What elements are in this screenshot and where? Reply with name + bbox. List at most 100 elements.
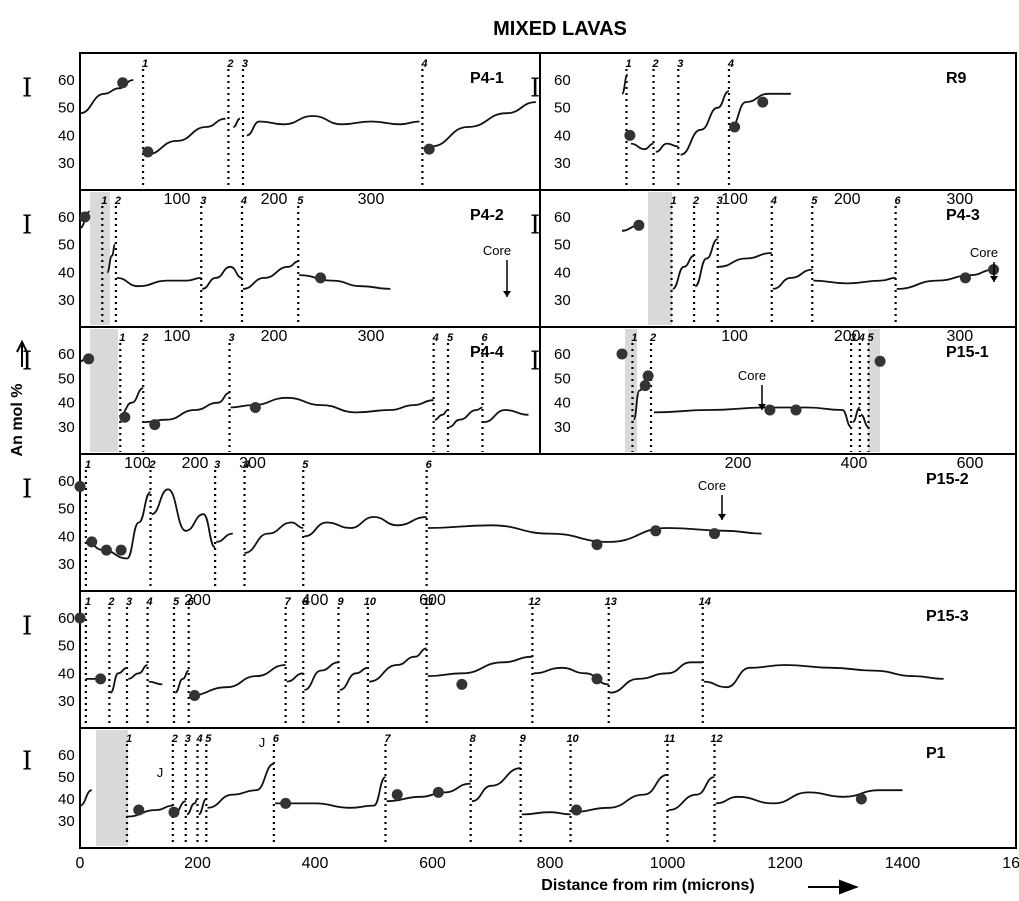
an-profile-line [680, 90, 730, 156]
data-point [189, 689, 201, 701]
zone-boundary-label: 6 [426, 459, 433, 471]
an-profile-line [233, 117, 241, 128]
zone-boundary-label: 2 [226, 58, 233, 70]
y-tick-label: 50 [554, 100, 571, 117]
data-point [391, 789, 403, 801]
data-point [591, 673, 603, 685]
data-point [74, 481, 86, 493]
an-profile-line [718, 252, 772, 268]
zone-boundary-label: 3 [185, 733, 191, 745]
zone-boundary-label: 4 [432, 332, 439, 344]
an-profile-line [860, 413, 869, 428]
error-bar-icon: I [22, 73, 32, 103]
an-profile-line [483, 409, 529, 423]
rim-shade-band [868, 329, 880, 452]
an-profile-line [668, 776, 715, 811]
x-tick-label: 200 [184, 592, 211, 609]
panel-title: P4-4 [470, 344, 504, 361]
y-tick-label: 30 [58, 419, 75, 436]
error-bar-icon: I [530, 210, 540, 240]
data-point [142, 146, 154, 158]
panel-title: P15-1 [946, 344, 989, 361]
rim-shade-band [90, 329, 118, 452]
panel-title: P4-1 [470, 70, 504, 87]
zone-boundary-label: 2 [692, 195, 699, 207]
zone-boundary-label: 5 [811, 195, 818, 207]
panel-title: P1 [926, 745, 946, 762]
zone-boundary-label: 11 [423, 596, 434, 608]
data-point [168, 806, 180, 818]
an-profile-line [609, 661, 703, 694]
data-point [86, 536, 98, 548]
x-tick-label: 400 [302, 592, 329, 609]
y-tick-label: 50 [554, 237, 571, 254]
panel-title: P4-3 [946, 207, 980, 224]
x-tick-label: 800 [537, 855, 564, 872]
zone-boundary-label: 6 [188, 596, 195, 608]
core-annotation: Core [698, 478, 726, 493]
data-point [790, 404, 802, 416]
an-profile-line [242, 260, 299, 290]
zone-boundary-label: 4 [420, 58, 427, 70]
an-profile-line [174, 669, 190, 694]
an-profile-line [304, 516, 427, 538]
an-profile-line [128, 664, 148, 680]
y-tick-label: 30 [554, 419, 571, 436]
x-tick-label: 100 [721, 191, 748, 208]
an-profile-line [145, 117, 226, 156]
zone-boundary-label: 3 [126, 596, 132, 608]
zone-boundary-label: 4 [727, 58, 734, 70]
x-tick-label: 200 [725, 455, 752, 472]
an-profile-line [448, 406, 483, 428]
zone-boundary-label: 2 [651, 58, 658, 70]
y-tick-label: 40 [554, 264, 571, 281]
an-profile-line [471, 767, 521, 803]
data-point [633, 219, 645, 231]
x-tick-label: 200 [182, 455, 209, 472]
error-bar-icon: I [530, 346, 540, 376]
an-profile-line [621, 73, 629, 95]
an-profile-line [275, 776, 386, 809]
an-profile-line [813, 277, 896, 285]
data-point [280, 797, 292, 809]
rim-shade-band [648, 192, 672, 325]
an-profile-line [106, 243, 116, 274]
x-tick-label: 300 [946, 328, 973, 345]
panel-p1: P1 30 40 50 60 I 0 200 400 600 800 1000 1200 1400 1600… [22, 727, 1019, 872]
data-point [149, 419, 161, 431]
zone-boundary-label: 2 [148, 459, 155, 471]
rim-shade-band [96, 730, 128, 846]
x-axis-arrow-icon [808, 879, 859, 895]
data-point [616, 348, 628, 360]
y-tick-label: 50 [58, 370, 75, 387]
an-profile-line [672, 254, 695, 290]
zone-boundary-label: 12 [528, 596, 540, 608]
x-tick-label: 200 [184, 855, 211, 872]
data-point [570, 804, 582, 816]
an-profile-line [126, 804, 173, 818]
zone-boundary-label: 4 [195, 733, 202, 745]
y-tick-label: 60 [58, 346, 75, 363]
zone-boundary-label: 1 [126, 733, 132, 745]
panel-frame [79, 590, 1017, 729]
an-profile-line [694, 238, 719, 288]
an-profile-line [715, 789, 903, 805]
x-tick-label: 100 [721, 328, 748, 345]
x-tick-label: 100 [164, 191, 191, 208]
x-tick-label: 400 [841, 455, 868, 472]
y-tick-label: 40 [58, 264, 75, 281]
core-annotation: Core [738, 368, 766, 383]
y-tick-label: 60 [58, 209, 75, 226]
rim-shade-band [625, 329, 637, 452]
zone-boundary-label: 4 [146, 596, 153, 608]
figure-title: MIXED LAVAS [493, 18, 627, 40]
y-tick-label: 60 [58, 747, 75, 764]
panel-title: P15-3 [926, 608, 969, 625]
an-profile-line [116, 277, 202, 288]
an-profile-line [339, 666, 368, 691]
y-axis-label: An mol % [9, 384, 26, 457]
an-profile-line [202, 265, 243, 290]
